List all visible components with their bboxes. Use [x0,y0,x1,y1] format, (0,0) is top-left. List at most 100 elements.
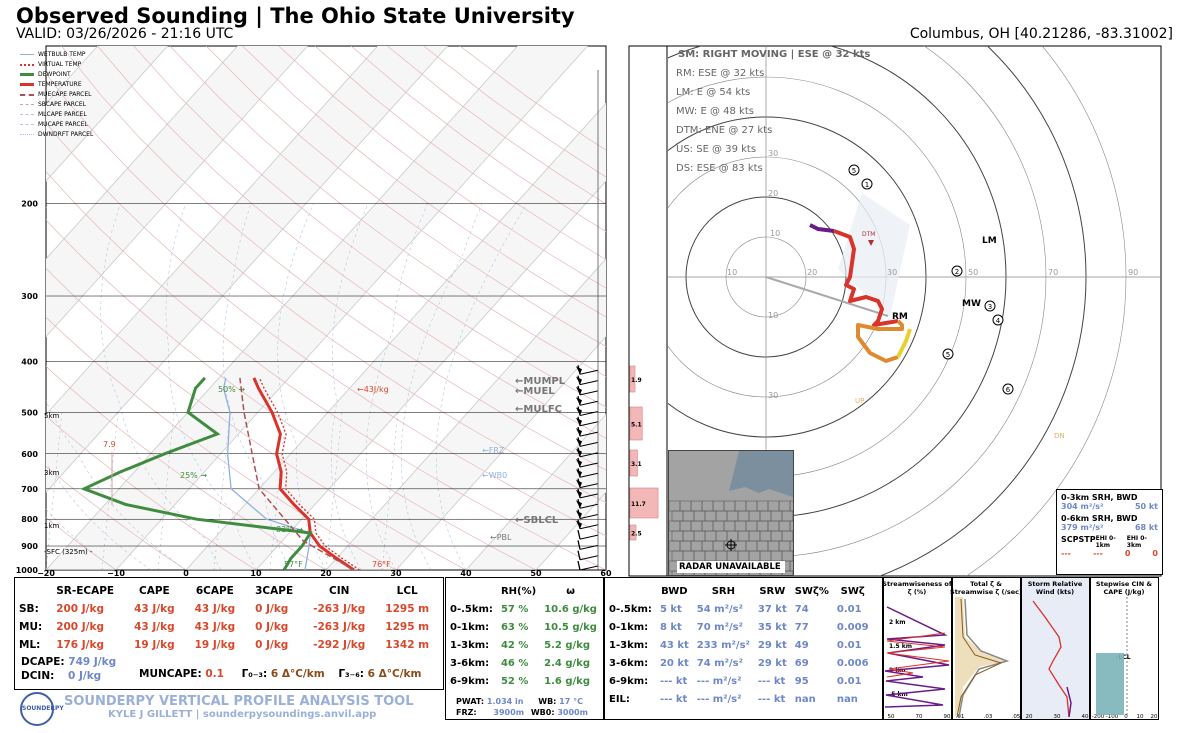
moist-layer: 3-6km: [450,657,490,669]
mixing-ratio-cell: 5.2 g/kg [544,639,590,651]
svg-text:6: 6 [1006,386,1011,394]
storm-motion: SM: RIGHT MOVING | ESE @ 32 kts [678,49,871,60]
wetbulb-line [222,377,311,570]
kin-layer: 3-6km: [609,657,649,669]
thermo-cell: 200 J/kg [56,603,105,615]
height-label: 5km [44,412,60,420]
hodo-point-label: MW [962,299,981,309]
kin-cell: 70 m²/s² [696,621,743,633]
wb0: 3000m [557,708,588,717]
hodo-point-label: RM [892,312,908,322]
thermo-row-label: SB: [19,603,39,615]
ehi1: 0 [1124,549,1131,558]
srh-06-label: 0-6km SRH, BWD [1061,514,1138,523]
footer-tool: SOUNDERPY VERTICAL PROFILE ANALYSIS TOOL [64,694,414,709]
kin-layer: 6-9km: [609,675,649,687]
svg-text:1: 1 [865,181,869,189]
thermo-cell: 19 J/kg [134,639,175,651]
kin-cell: 0.01 [836,639,862,651]
kin-cell: 74 [794,603,809,615]
moist-row: 6-9km: 52 % 1.6 g/kg [446,672,601,690]
page-title: Observed Sounding | The Ohio State Unive… [16,4,575,28]
kin-cell: 29 kt [757,657,787,669]
kin-cell: --- m²/s² [696,675,742,687]
mini-tick: -200 [1092,714,1105,720]
ring-label: 30 [768,391,778,400]
temp-tick: 30 [390,569,402,578]
mini-height: .5 km [889,691,908,698]
wind-barb [576,396,599,406]
legend-swatch [20,63,34,66]
bwd-03: 50 kt [1134,502,1158,511]
svg-text:5: 5 [852,167,856,175]
rh-cell: 52 % [500,675,529,687]
location: Columbus, OH [40.21286, -83.31002] [909,26,1173,42]
kin-cell: 95 [794,675,809,687]
moist-row: 3-6km: 46 % 2.4 g/kg [446,654,601,672]
storm-motion-item: US: SE @ 39 kts [676,144,757,155]
g36: 6 Δ°C/km [367,668,422,680]
omega-bar [629,406,643,441]
kin-layer: 1-3km: [609,639,649,651]
mini-tick: 10 [1137,714,1144,720]
thermo-header-blank [15,582,46,600]
scp-label: SCP [1061,535,1079,544]
thermo-cell: -263 J/kg [313,603,366,615]
thermo-cell: 43 J/kg [194,603,236,615]
temp-tick: 0 [183,569,189,578]
ring-label: 10 [770,229,780,238]
moist-row: 0-.5km: 57 % 10.6 g/kg [446,600,601,618]
thermo-header: CIN [329,585,350,597]
pressure-tick: 200 [21,200,38,209]
kin-cell: --- kt [757,693,786,705]
sounderpy-logo: SOUNDERPY [20,692,64,726]
storm-motions-list: RM: ESE @ 32 kts LM: E @ 54 kts MW: E @ 48… [676,64,772,178]
moist-row: 0-1km: 63 % 10.5 g/kg [446,618,601,636]
streamwise-shading [838,193,910,317]
kin-row: 3-6km: 20 kt 74 m²/s² 29 kt 69 0.006 [605,654,873,672]
svg-text:3: 3 [988,303,992,311]
skewt-annotation: 76°F [372,560,391,569]
mini-tick: 30 [1054,714,1061,720]
kin-cell: 69 [794,657,809,669]
thermo-row-label: ML: [19,639,41,651]
wind-barb [576,447,599,458]
rm-vector [765,276,889,317]
height-marker: 3 [984,300,996,312]
kin-cell: nan [794,693,816,705]
omega-label: 5.1 [631,422,642,429]
skewt-annotation: ←WB0 [482,471,507,480]
wind-barb [576,519,599,530]
height-marker: 5 [942,348,954,360]
g03: 6 Δ°C/km [270,668,325,680]
radar-panel: RADAR UNAVAILABLE [668,450,794,576]
kin-cell: 49 [794,639,809,651]
thermo-cell: 1295 m [385,621,430,633]
height-marker: 6 [1002,383,1014,395]
moisture-table: RH(%) ω 0-.5km: 57 % 10.6 g/kg 0-1km: 63 % 10.5… [446,582,601,690]
legend-label: TEMPERATURE [38,81,82,88]
hodograph-trace [856,319,904,363]
mini-title: CAPE (J/kg) [1104,588,1145,596]
legend-item: WETBULB TEMP [20,50,93,60]
kin-cell: 43 kt [659,639,689,651]
legend-swatch [20,124,34,125]
wind-barb [576,509,599,519]
wind-barb [576,488,599,499]
mini-tick: 20 [1026,714,1033,720]
legend-swatch [20,93,34,96]
moist-header: ω [566,585,575,597]
kin-cell: 35 kt [757,621,787,633]
kin-layer: 0-1km: [609,621,649,633]
kin-cell: 5 kt [659,603,682,615]
kin-header: BWD [661,585,688,597]
skewt-annotation: ←MUEL [515,386,555,397]
mini-tick: 90 [944,714,951,720]
skewt-annotation: ←PBL [490,533,512,542]
height-marker: 1 [861,178,873,190]
moisture-panel: RH(%) ω 0-.5km: 57 % 10.6 g/kg 0-1km: 63 % 10.5… [445,577,604,720]
svg-text:5: 5 [946,351,950,359]
ring-label: 30 [887,268,897,277]
omega-label: 3.1 [631,461,642,468]
rh-cell: 46 % [500,657,529,669]
